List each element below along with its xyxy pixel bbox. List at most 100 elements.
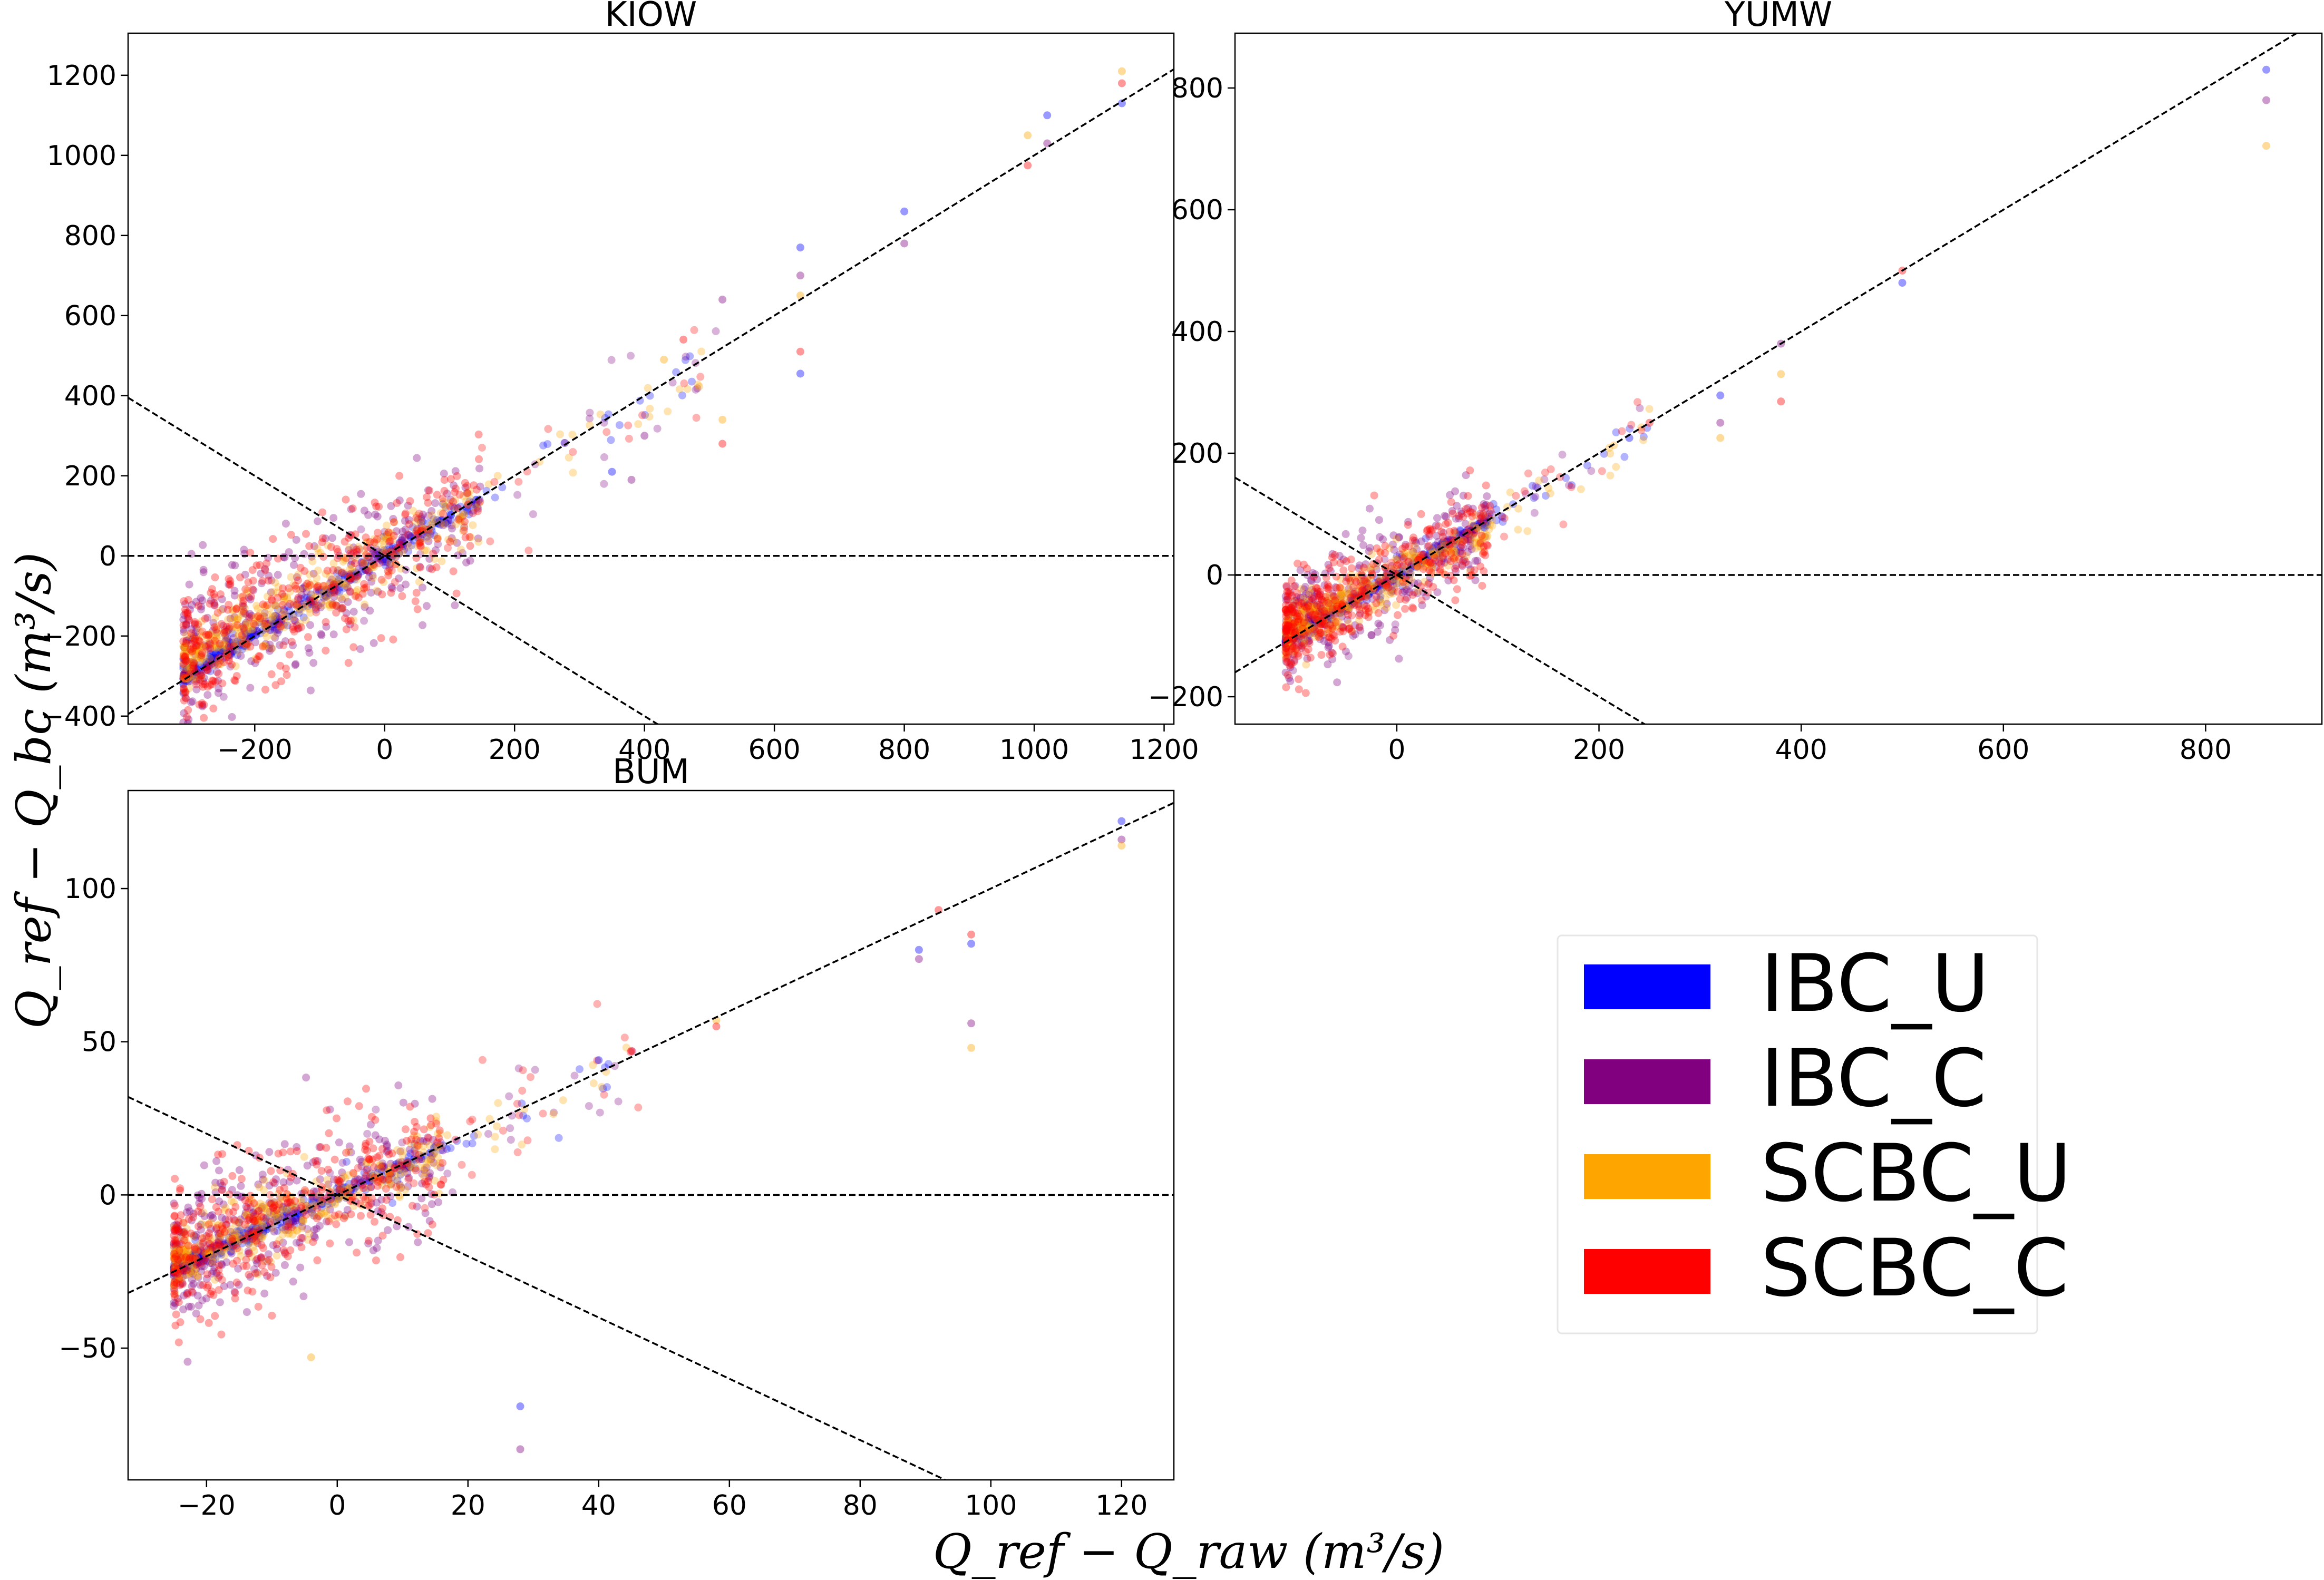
scatter-point: [1313, 606, 1321, 615]
scatter-point: [1562, 474, 1570, 482]
scatter-point: [186, 663, 194, 671]
scatter-point: [322, 585, 330, 593]
scatter-point: [413, 542, 422, 550]
scatter-point: [1348, 611, 1356, 620]
scatter-point: [218, 645, 227, 654]
scatter-point: [355, 1102, 363, 1110]
scatter-point: [384, 548, 392, 556]
scatter-point: [279, 641, 288, 649]
scatter-point: [411, 518, 420, 526]
scatter-point: [230, 591, 239, 600]
scatter-point: [1288, 642, 1297, 650]
scatter-point: [1506, 488, 1514, 496]
scatter-point: [401, 533, 409, 541]
scatter-point: [1383, 570, 1391, 578]
scatter-point: [1405, 542, 1413, 551]
scatter-point: [1281, 644, 1290, 652]
legend-label: IBC_C: [1761, 1033, 1987, 1125]
scatter-point: [1286, 625, 1294, 633]
scatter-point: [305, 604, 314, 613]
scatter-point: [1459, 491, 1467, 500]
scatter-point: [236, 639, 245, 647]
scatter-point: [1468, 512, 1476, 521]
scatter-point: [1477, 513, 1486, 521]
scatter-point: [186, 658, 194, 666]
scatter-point: [523, 1136, 532, 1145]
scatter-point: [347, 561, 355, 569]
scatter-point: [423, 532, 431, 541]
scatter-point: [1284, 638, 1292, 646]
scatter-point: [1292, 626, 1301, 635]
scatter-point: [370, 538, 378, 547]
scatter-point: [416, 538, 425, 546]
x-tick-label: 100: [965, 1490, 1017, 1522]
scatter-point: [915, 945, 923, 954]
scatter-point: [278, 590, 286, 598]
scatter-point: [335, 1138, 343, 1147]
scatter-point: [419, 518, 427, 525]
scatter-point: [360, 617, 368, 625]
scatter-point: [1425, 532, 1434, 541]
scatter-point: [407, 541, 416, 549]
scatter-point: [224, 644, 232, 652]
scatter-point: [718, 440, 727, 448]
scatter-point: [416, 518, 425, 526]
scatter-point: [1297, 621, 1305, 629]
scatter-point: [210, 590, 218, 598]
scatter-point: [796, 271, 804, 280]
scatter-point: [313, 544, 322, 552]
scatter-point: [225, 625, 234, 633]
scatter-point: [239, 1229, 248, 1237]
scatter-point: [181, 652, 190, 660]
scatter-point: [1284, 622, 1292, 631]
y-tick-label: 50: [82, 1027, 116, 1058]
scatter-point: [1282, 625, 1290, 633]
scatter-point: [332, 608, 341, 617]
scatter-point: [465, 533, 474, 541]
scatter-point: [1315, 626, 1324, 635]
scatter-point: [234, 631, 242, 640]
x-tick-label: 200: [1573, 734, 1625, 766]
scatter-point: [440, 476, 449, 484]
scatter-point: [1499, 518, 1507, 526]
scatter-point: [1431, 556, 1440, 564]
scatter-point: [420, 1125, 428, 1134]
scatter-point: [1424, 561, 1433, 569]
scatter-point: [348, 563, 356, 572]
scatter-point: [1365, 581, 1374, 590]
scatter-point: [439, 498, 448, 506]
scatter-point: [316, 549, 325, 557]
scatter-point: [1315, 601, 1324, 609]
scatter-point: [1285, 611, 1292, 619]
scatter-point: [303, 587, 310, 596]
scatter-point: [1455, 555, 1463, 563]
scatter-point: [246, 619, 255, 627]
scatter-point: [1393, 556, 1402, 564]
scatter-point: [326, 603, 334, 611]
scatter-point: [337, 569, 346, 578]
scatter-point: [398, 536, 406, 544]
scatter-point: [1292, 626, 1300, 635]
scatter-point: [1302, 619, 1311, 628]
scatter-point: [224, 626, 232, 634]
scatter-point: [1486, 520, 1494, 529]
scatter-point: [421, 1177, 429, 1186]
scatter-point: [249, 620, 258, 628]
scatter-point: [1291, 597, 1299, 605]
scatter-point: [411, 526, 420, 535]
scatter-point: [1312, 583, 1320, 592]
y-tick-label: 0: [99, 1179, 116, 1211]
scatter-point: [1282, 583, 1291, 591]
scatter-point: [353, 576, 361, 584]
scatter-point: [1282, 632, 1291, 640]
scatter-point: [210, 601, 219, 609]
scatter-point: [272, 612, 280, 620]
scatter-point: [1421, 562, 1430, 571]
scatter-point: [1305, 613, 1312, 622]
scatter-point: [261, 640, 270, 648]
scatter-point: [203, 633, 211, 641]
scatter-point: [309, 1194, 317, 1202]
scatter-point: [1392, 555, 1399, 563]
scatter-point: [1333, 678, 1341, 687]
scatter-point: [1476, 539, 1484, 548]
